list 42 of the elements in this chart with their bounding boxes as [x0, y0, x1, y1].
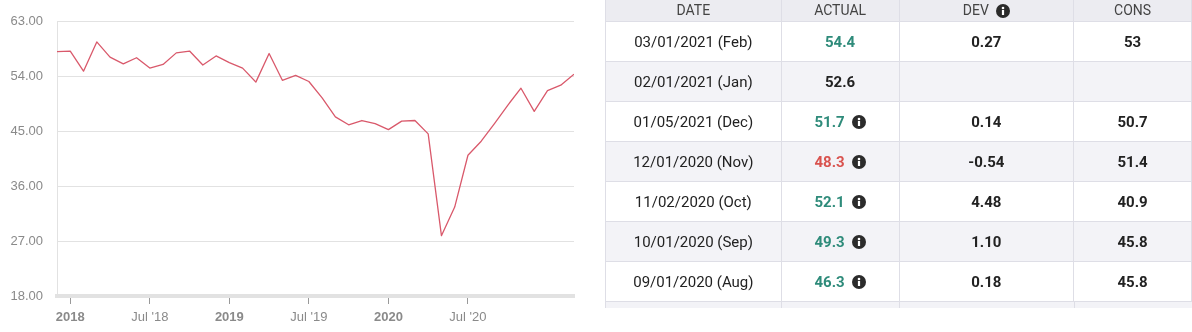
text: 12/01/2020 (Nov) [633, 152, 754, 171]
text: 03/01/2021 (Feb) [634, 32, 753, 51]
text: 51.7 [814, 112, 845, 131]
y-tick-label: 63.00 [10, 13, 43, 29]
text: 53 [1123, 32, 1142, 51]
y-tick-label: 36.00 [10, 177, 43, 193]
category-label: DATE [676, 2, 711, 18]
text: 52.1 [814, 192, 845, 211]
text: 09/01/2020 (Aug) [633, 272, 754, 291]
text: 45.8 [1117, 232, 1148, 251]
text: 40.9 [1117, 192, 1148, 211]
text: 1.10 [971, 232, 1002, 251]
text: 10/01/2020 (Sep) [633, 232, 753, 251]
x-tick-label: Jul '20 [449, 309, 487, 325]
text: 01/05/2021 (Dec) [633, 112, 754, 131]
y-tick-label: 45.00 [10, 123, 43, 139]
text: 0.18 [971, 272, 1002, 291]
text: 48.3 [814, 152, 845, 171]
x-tick-label: 2020 [373, 309, 403, 325]
text: 51.4 [1117, 152, 1148, 171]
text: 0.27 [971, 32, 1002, 51]
x-tick-label: Jul '19 [290, 309, 328, 325]
y-tick-label: 27.00 [10, 232, 43, 248]
x-tick-label: 2019 [214, 309, 244, 325]
text: 4.48 [971, 192, 1002, 211]
x-tick-label: 2018 [55, 309, 85, 325]
x-tick-label: Jul '18 [131, 309, 169, 325]
y-tick-label: 18.00 [10, 287, 43, 303]
y-tick-label: 54.00 [10, 68, 43, 84]
text: 11/02/2020 (Oct) [634, 192, 752, 211]
text: 46.3 [814, 272, 845, 291]
text: 49.3 [814, 232, 845, 251]
category-label: CONS [1114, 2, 1152, 18]
text: 54.4 [825, 32, 856, 51]
category-label: DEV [962, 2, 989, 18]
text: 45.8 [1117, 272, 1148, 291]
category-label: ACTUAL [814, 2, 867, 18]
text: 0.14 [971, 112, 1002, 131]
text: 02/01/2021 (Jan) [634, 72, 753, 91]
text: -0.54 [968, 152, 1005, 171]
text: 50.7 [1117, 112, 1148, 131]
text: 52.6 [825, 72, 856, 91]
